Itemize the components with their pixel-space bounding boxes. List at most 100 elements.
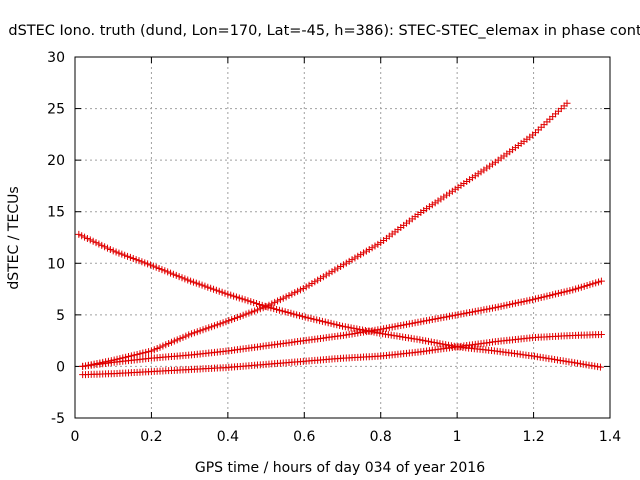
data-point	[273, 305, 281, 313]
data-point	[408, 319, 416, 327]
data-point	[210, 285, 218, 293]
data-point	[118, 250, 126, 258]
data-point	[374, 240, 382, 248]
data-point	[334, 264, 342, 272]
data-point	[86, 236, 94, 244]
data-point	[149, 262, 157, 270]
y-tick-label: 15	[47, 205, 65, 221]
data-point	[190, 329, 198, 337]
data-point	[187, 277, 195, 285]
data-point	[294, 287, 302, 295]
data-point	[382, 324, 390, 332]
data-point	[182, 332, 190, 340]
data-point	[497, 302, 505, 310]
x-tick-label: 0.2	[140, 429, 162, 445]
data-point	[517, 298, 525, 306]
x-tick-label: 0.6	[293, 429, 315, 445]
data-point	[258, 301, 266, 309]
data-point	[583, 281, 591, 289]
data-point	[580, 282, 588, 290]
data-point	[236, 312, 244, 320]
data-point	[356, 325, 364, 333]
data-point	[500, 302, 508, 310]
data-series-1	[79, 99, 571, 370]
data-point	[267, 304, 275, 312]
data-point	[317, 274, 325, 282]
data-point	[281, 308, 289, 316]
data-point	[344, 323, 352, 331]
data-point	[506, 301, 514, 309]
data-point	[173, 336, 181, 344]
data-point	[184, 276, 192, 284]
data-point	[290, 310, 298, 318]
data-point	[279, 294, 287, 302]
x-tick-label: 0	[71, 429, 80, 445]
plot-frame	[74, 56, 611, 419]
data-point	[150, 346, 158, 354]
data-point	[205, 324, 213, 332]
data-point	[201, 282, 209, 290]
data-point	[443, 313, 451, 321]
data-point	[554, 289, 562, 297]
data-point	[248, 308, 256, 316]
data-point	[231, 315, 239, 323]
data-point	[424, 337, 432, 345]
data-point	[471, 307, 479, 315]
data-point	[276, 296, 284, 304]
data-point	[208, 323, 216, 331]
grid-lines	[75, 57, 610, 418]
data-point	[347, 324, 355, 332]
data-point	[196, 327, 204, 335]
data-point	[213, 321, 221, 329]
data-point	[81, 233, 89, 241]
data-point	[350, 324, 358, 332]
data-point	[216, 320, 224, 328]
chart-title: dSTEC Iono. truth (dund, Lon=170, Lat=-4…	[8, 23, 640, 39]
data-point	[436, 340, 444, 348]
data-point	[368, 244, 376, 252]
data-point	[305, 281, 313, 289]
data-point	[109, 247, 117, 255]
data-point	[440, 313, 448, 321]
data-point	[416, 336, 424, 344]
data-point	[430, 338, 438, 346]
data-point	[222, 318, 230, 326]
data-point	[560, 288, 568, 296]
data-point	[328, 268, 336, 276]
data-point	[287, 309, 295, 317]
data-point	[302, 283, 310, 291]
data-point	[299, 285, 307, 293]
data-point	[278, 307, 286, 315]
data-point	[337, 262, 345, 270]
data-point	[572, 285, 580, 293]
data-point	[488, 304, 496, 312]
data-series-2	[75, 230, 604, 371]
data-point	[169, 270, 177, 278]
data-point	[310, 315, 318, 323]
data-point	[569, 286, 577, 294]
data-point	[225, 317, 233, 325]
data-point	[523, 297, 531, 305]
x-tick-label: 0.4	[217, 429, 239, 445]
data-point	[152, 263, 160, 271]
data-point	[218, 288, 226, 296]
data-point	[417, 318, 425, 326]
data-point	[331, 266, 339, 274]
data-point	[428, 316, 436, 324]
data-point	[158, 266, 166, 274]
data-point	[324, 319, 332, 327]
data-point	[491, 304, 499, 312]
data-point	[314, 276, 322, 284]
data-point	[188, 330, 196, 338]
data-point	[141, 259, 149, 267]
data-point	[371, 242, 379, 250]
data-point	[239, 311, 247, 319]
data-point	[339, 322, 346, 330]
data-point	[433, 339, 441, 347]
data-point	[253, 300, 261, 308]
data-point	[543, 292, 551, 300]
data-point	[330, 320, 338, 328]
data-point	[357, 251, 365, 259]
data-point	[419, 336, 427, 344]
data-point	[221, 289, 229, 297]
